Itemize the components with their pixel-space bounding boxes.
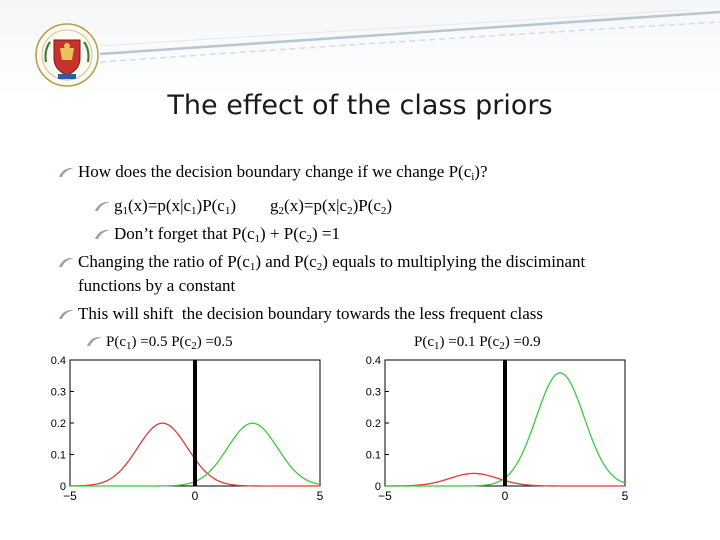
subscript: 1 [249, 261, 256, 273]
slide-title: The effect of the class priors [167, 90, 553, 121]
text-run: ) =0.9 [504, 334, 541, 350]
subscript: 2 [278, 205, 285, 217]
subscript: 2 [347, 205, 353, 217]
text-run: ) equals to multiplying the disciminant [322, 252, 586, 271]
subscript: 2 [316, 261, 323, 273]
text-run: ) g [230, 196, 279, 215]
plot-caption-left: P(c1) =0.5 P(c2) =0.5 [86, 332, 233, 352]
text-run: )P(c [352, 196, 381, 215]
text-run: How does the decision boundary change if… [78, 162, 472, 181]
y-tick-label: 0 [60, 481, 66, 493]
text-run: functions by a constant [78, 276, 236, 295]
y-tick-label: 0.2 [51, 418, 66, 430]
x-tick-label: 0 [502, 489, 509, 503]
text-run: ) =0.1 P(c [439, 334, 500, 350]
y-tick-label: 0.2 [366, 418, 381, 430]
density-plot-unequal-priors: 00.10.20.30.4−5 0 5 [366, 355, 629, 503]
subscript: 1 [126, 340, 132, 352]
swoosh-bullet-icon [59, 167, 74, 177]
y-tick-label: 0 [375, 481, 381, 493]
subscript: 1 [122, 205, 129, 217]
text-run: ) =1 [311, 224, 340, 243]
y-tick-label: 0.4 [51, 355, 66, 367]
text-run: ) =0.5 P(c [131, 334, 192, 350]
swoosh-bullet-icon [95, 201, 110, 211]
sub-bullet-item: g1(x)=p(x|c1)P(c1) g2(x)=p(x|c2)P(c2) [94, 196, 393, 217]
swoosh-bullet-icon [95, 229, 110, 239]
subscript: 1 [224, 205, 231, 217]
x-tick-label: 5 [317, 489, 324, 503]
text-run: ) + P(c [260, 224, 307, 243]
subscript: 1 [434, 340, 440, 352]
bullet-continuation: functions by a constant [78, 276, 235, 296]
y-tick-label: 0.1 [366, 450, 381, 462]
x-tick-label: 0 [192, 489, 199, 503]
text-run: (x)=p(x|c [284, 196, 348, 215]
subscript: 2 [306, 233, 312, 245]
university-crest-logo [35, 23, 99, 87]
swoosh-bullet-icon [87, 336, 102, 346]
header-decoration [100, 10, 720, 63]
subscript: 2 [499, 340, 505, 352]
y-tick-label: 0.4 [366, 355, 381, 367]
x-tick-label: 5 [622, 489, 629, 503]
text-run: P(c [414, 334, 434, 350]
subscript: 2 [380, 205, 387, 217]
density-plot-equal-priors: 00.10.20.30.4−5 0 5 [51, 355, 324, 503]
text-run: g [114, 196, 123, 215]
swoosh-bullet-icon [59, 309, 74, 319]
text-run: Don’t forget that P(c [114, 224, 255, 243]
text-run: )? [474, 162, 488, 181]
bullet-item: This will shift the decision boundary to… [58, 304, 543, 324]
subscript: 1 [191, 205, 197, 217]
caption-right-text: P(c1) =0.1 P(c2) =0.9 [414, 334, 541, 352]
text-run: This will shift the decision boundary to… [78, 304, 544, 323]
text-run: (x)=p(x|c [128, 196, 192, 215]
sub-bullet-item: Don’t forget that P(c1) + P(c2) =1 [94, 224, 340, 245]
bullet-item: How does the decision boundary change if… [58, 162, 488, 183]
y-tick-label: 0.3 [366, 387, 381, 399]
plot-caption-right: P(c1) =0.1 P(c2) =0.9 [414, 332, 541, 352]
x-tick-label: −5 [378, 489, 392, 503]
x-tick-label: −5 [63, 489, 77, 503]
swoosh-bullet-icon [59, 257, 74, 267]
subscript: i [471, 171, 475, 183]
subscript: 1 [254, 233, 261, 245]
text-run: )P(c [196, 196, 225, 215]
text-run: ) and P(c [255, 252, 317, 271]
y-tick-label: 0.1 [51, 450, 66, 462]
text-run: ) =0.5 [196, 334, 233, 350]
y-tick-label: 0.3 [51, 387, 66, 399]
text-run: ) [386, 196, 393, 215]
bullet-item: Changing the ratio of P(c1) and P(c2) eq… [58, 252, 586, 273]
subscript: 2 [191, 340, 197, 352]
text-run: Changing the ratio of P(c [78, 252, 250, 271]
text-run: P(c [106, 334, 126, 350]
caption-left-text: P(c1) =0.5 P(c2) =0.5 [106, 334, 233, 352]
